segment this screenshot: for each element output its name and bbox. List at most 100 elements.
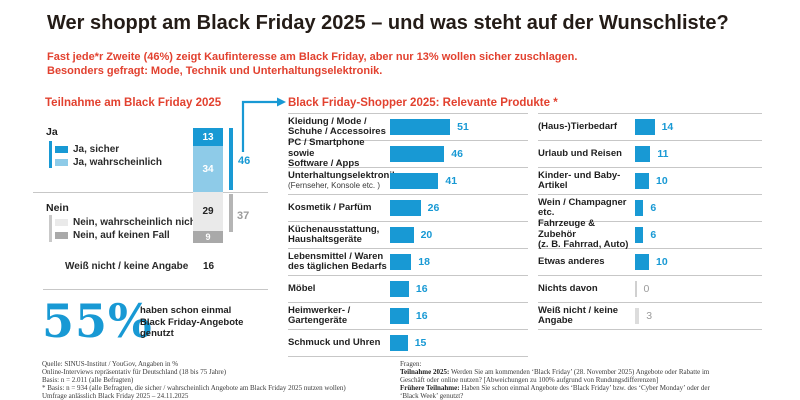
product-bar [390, 281, 409, 297]
subtitle-line-1: Fast jede*r Zweite (46%) zeigt Kaufinter… [47, 51, 578, 63]
product-value: 14 [661, 121, 674, 133]
product-row: PC / Smartphone sowie Software / Apps 46 [288, 137, 528, 170]
legend-chip-ja-wahrscheinlich [55, 159, 68, 166]
product-row: Fahrzeuge & Zubehör (z. B. Fahrrad, Auto)… [538, 218, 762, 251]
bar-segment-1: 34 [193, 146, 223, 192]
product-row: Lebensmittel / Waren des täglichen Bedarf… [288, 248, 528, 275]
subtitle-line-2: Besonders gefragt: Mode, Technik und Unt… [47, 65, 383, 77]
product-bar [635, 254, 649, 270]
product-label: PC / Smartphone sowie Software / Apps [288, 137, 365, 170]
legend-accent-nein [49, 215, 52, 242]
products-column-1: Kleidung / Mode / Schuhe / Accessoires 51 P… [288, 113, 528, 357]
product-label: Unterhaltungselektronik (Fernseher, Konso… [288, 169, 398, 190]
product-value: 11 [657, 148, 669, 160]
product-row: Küchenausstattung, Haushaltsgeräte 20 [288, 221, 528, 248]
product-label: Schmuck und Uhren [288, 336, 381, 348]
product-value: 51 [457, 121, 469, 133]
product-value: 0 [643, 283, 650, 295]
product-label: Etwas anderes [538, 255, 605, 267]
product-bar [390, 119, 451, 135]
stat-divider-line [43, 289, 268, 290]
stat-caption-line-1: haben schon einmal [140, 305, 232, 316]
product-row: Wein / Champagner etc. 6 [538, 194, 762, 221]
footnote-line: Teilnahme 2025: Werden Sie am kommenden … [400, 368, 710, 377]
bar-segment-0: 13 [193, 128, 223, 146]
product-row: Kleidung / Mode / Schuhe / Accessoires 51 [288, 113, 528, 140]
total-ja-value: 46 [238, 155, 251, 167]
total-nein-value: 37 [237, 210, 250, 222]
footnote-line: Quelle: SINUS-Institut / YouGov, Angaben… [42, 360, 179, 368]
product-label: Möbel [288, 282, 316, 294]
product-value: 6 [650, 202, 657, 214]
product-row: Nichts davon 0 [538, 275, 762, 302]
footnote-line: Fragen: [400, 360, 422, 368]
legend-chip-nein-wahrscheinlich-nicht [55, 219, 68, 226]
product-value: 6 [650, 229, 657, 241]
footnote-line: ‘Black Week’ genutzt? [400, 392, 464, 400]
legend-chip-nein-auf-keinen-fall [55, 232, 68, 239]
product-bar [390, 227, 414, 243]
legend-label-nein-wahrscheinlich-nicht: Nein, wahrscheinlich nicht [73, 217, 200, 228]
product-value: 15 [414, 337, 427, 349]
product-value: 46 [451, 148, 463, 160]
product-row: Heimwerker- / Gartengeräte 16 [288, 302, 528, 329]
product-bar [390, 173, 439, 189]
bar-segment-3: 9 [193, 231, 223, 243]
legend-label-ja-wahrscheinlich: Ja, wahrscheinlich [73, 157, 162, 168]
product-label: Urlaub und Reisen [538, 147, 622, 159]
product-bar [390, 335, 408, 351]
product-bar [635, 308, 640, 324]
product-row: Unterhaltungselektronik (Fernseher, Konso… [288, 167, 528, 194]
footnote-line: Online-Interviews repräsentativ für Deut… [42, 368, 227, 377]
past-usage-stat-value: 55% [42, 294, 153, 348]
product-bar [390, 200, 421, 216]
product-label: Fahrzeuge & Zubehör (z. B. Fahrrad, Auto) [538, 218, 629, 251]
bar-segment-2: 29 [193, 192, 223, 231]
product-row: Kosmetik / Parfüm 26 [288, 194, 528, 221]
product-row: Möbel 16 [288, 275, 528, 302]
product-label: Weiß nicht / keine Angabe [538, 304, 619, 326]
footnote-line: Umfrage anlässlich Black Friday 2025 – 2… [42, 392, 189, 400]
product-value: 20 [420, 229, 433, 241]
bracket-nein [229, 194, 233, 232]
legend-item-ja-sicher: Ja, sicher [55, 143, 119, 156]
product-label: Wein / Champagner etc. [538, 196, 627, 218]
arrow-connector-icon [241, 97, 286, 152]
stat-caption-line-3: genutzt [140, 328, 174, 339]
product-bar [635, 227, 644, 243]
product-label: Kinder- und Baby- Artikel [538, 169, 621, 191]
page-title: Wer shoppt am Black Friday 2025 – und wa… [47, 12, 729, 34]
footnote-line: Basis: n = 2.011 (alle Befragten) [42, 376, 134, 385]
product-label: Nichts davon [538, 282, 598, 294]
legend-label-ja-sicher: Ja, sicher [73, 144, 120, 155]
bracket-ja [229, 128, 233, 190]
product-value: 41 [445, 175, 458, 187]
legend-item-nein-wahrscheinlich-nicht: Nein, wahrscheinlich nicht [55, 216, 199, 229]
product-label: Küchenausstattung, Haushaltsgeräte [288, 223, 380, 245]
no-answer-label: Weiß nicht / keine Angabe [65, 261, 189, 272]
product-bar [635, 119, 655, 135]
product-row: Etwas anderes 10 [538, 248, 762, 275]
product-value: 10 [656, 175, 668, 187]
product-value: 16 [415, 310, 428, 322]
products-column-2: (Haus-)Tierbedarf 14 Urlaub und Reisen 11 Ki… [538, 113, 762, 330]
group-label-nein: Nein [46, 202, 69, 214]
participation-stacked-bar: 13 34 29 9 [193, 128, 223, 243]
past-usage-stat-caption: haben schon einmal Black Friday-Angebote… [140, 305, 243, 340]
product-label: Lebensmittel / Waren des täglichen Bedarf… [288, 250, 387, 272]
product-label: (Haus-)Tierbedarf [538, 120, 618, 132]
product-row: Urlaub und Reisen 11 [538, 140, 762, 167]
product-value: 16 [415, 283, 428, 295]
product-bar [390, 146, 445, 162]
no-answer-value: 16 [203, 261, 215, 272]
footnote-line: Frühere Teilnahme: Haben Sie schon einma… [400, 384, 710, 393]
footnotes-source: Quelle: SINUS-Institut / YouGov, Angaben… [42, 360, 346, 400]
product-bar [635, 173, 649, 189]
product-label: Kleidung / Mode / Schuhe / Accessoires [288, 115, 386, 137]
product-value: 18 [418, 256, 430, 268]
ja-nein-divider-line [33, 192, 268, 193]
product-row: Schmuck und Uhren 15 [288, 329, 528, 356]
legend-item-ja-wahrscheinlich: Ja, wahrscheinlich [55, 156, 162, 169]
group-label-ja: Ja [46, 126, 58, 138]
